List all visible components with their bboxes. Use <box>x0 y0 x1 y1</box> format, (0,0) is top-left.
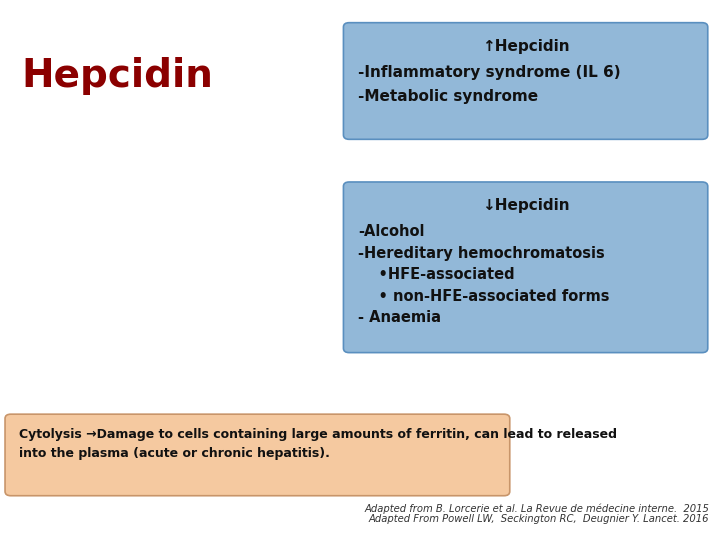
Text: -Metabolic syndrome: -Metabolic syndrome <box>358 89 538 104</box>
Text: -Hereditary hemochromatosis: -Hereditary hemochromatosis <box>358 246 605 261</box>
Text: -Alcohol: -Alcohol <box>358 224 424 239</box>
Text: ↓Hepcidin: ↓Hepcidin <box>482 198 570 213</box>
Text: Adapted From Powell LW,  Seckington RC,  Deugnier Y. Lancet. 2016: Adapted From Powell LW, Seckington RC, D… <box>369 514 709 524</box>
Text: Adapted from B. Lorcerie et al. La Revue de médecine interne.  2015: Adapted from B. Lorcerie et al. La Revue… <box>364 504 709 514</box>
Text: • non-HFE-associated forms: • non-HFE-associated forms <box>358 289 609 304</box>
Text: ↑Hepcidin: ↑Hepcidin <box>482 39 570 54</box>
Text: Hepcidin: Hepcidin <box>22 57 213 94</box>
FancyBboxPatch shape <box>343 182 708 353</box>
Text: •HFE-associated: •HFE-associated <box>358 267 515 282</box>
Text: Cytolysis →Damage to cells containing large amounts of ferritin, can lead to rel: Cytolysis →Damage to cells containing la… <box>19 428 618 460</box>
Text: -Inflammatory syndrome (IL 6): -Inflammatory syndrome (IL 6) <box>358 65 621 80</box>
FancyBboxPatch shape <box>343 23 708 139</box>
Text: - Anaemia: - Anaemia <box>358 310 441 326</box>
FancyBboxPatch shape <box>5 414 510 496</box>
